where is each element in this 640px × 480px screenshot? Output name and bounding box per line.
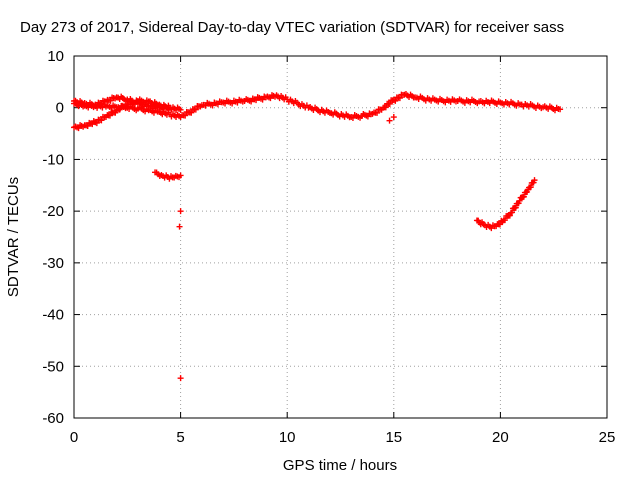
data-point <box>98 117 105 124</box>
data-point <box>520 193 527 200</box>
y-tick-label: 0 <box>56 100 64 117</box>
data-point <box>386 117 393 124</box>
y-tick-label: -40 <box>42 307 64 324</box>
data-point <box>106 112 113 119</box>
y-axis-label: SDTVAR / TECUs <box>5 177 22 297</box>
x-tick-label: 5 <box>176 429 184 446</box>
data-point <box>177 106 184 113</box>
data-point <box>84 123 91 130</box>
data-point <box>557 106 564 113</box>
x-axis-label: GPS time / hours <box>283 457 397 474</box>
data-point <box>93 102 100 109</box>
data-point <box>253 97 260 104</box>
chart-title: Day 273 of 2017, Sidereal Day-to-day VTE… <box>20 19 564 36</box>
data-point <box>89 121 96 128</box>
y-tick-label: -10 <box>42 151 64 168</box>
data-point <box>374 109 381 116</box>
data-point <box>166 104 173 111</box>
x-tick-label: 15 <box>385 429 402 446</box>
data-point <box>501 217 508 224</box>
data-point <box>188 109 195 116</box>
x-tick-label: 0 <box>70 429 78 446</box>
data-point <box>182 112 189 119</box>
y-tick-label: -60 <box>42 410 64 427</box>
y-tick-label: -20 <box>42 203 64 220</box>
data-point <box>248 98 255 105</box>
y-tick-label: 10 <box>47 48 64 65</box>
data-point <box>396 95 403 102</box>
data-point <box>531 177 538 184</box>
data-point <box>75 125 82 132</box>
data-point <box>93 120 100 127</box>
x-tick-label: 20 <box>492 429 509 446</box>
data-point <box>512 204 519 211</box>
data-point <box>107 97 114 104</box>
data-point <box>267 95 274 102</box>
y-tick-label: -30 <box>42 255 64 272</box>
ticks: 0 5 10 15 20 25 10 0 -10 -20 -30 -40 -50 -60 <box>42 48 615 446</box>
data-point <box>98 100 105 107</box>
x-tick-label: 25 <box>599 429 616 446</box>
data-point <box>506 212 513 219</box>
data-point <box>509 209 516 216</box>
y-tick-label: -50 <box>42 358 64 375</box>
x-tick-label: 10 <box>279 429 296 446</box>
data-point <box>177 208 184 215</box>
data-point <box>386 100 393 107</box>
data-point <box>176 223 183 230</box>
data-point <box>516 197 523 204</box>
data-point <box>364 113 371 120</box>
data-points <box>71 91 564 382</box>
data-point <box>390 114 397 121</box>
data-point <box>192 106 199 113</box>
plot-area: 0 5 10 15 20 25 10 0 -10 -20 -30 -40 -50 -60 <box>42 48 615 446</box>
data-point <box>259 96 266 103</box>
data-point <box>177 375 184 382</box>
data-point <box>392 97 399 104</box>
data-point <box>177 172 184 179</box>
plot-frame <box>73 55 608 419</box>
data-point <box>527 184 534 191</box>
data-point <box>382 104 389 111</box>
